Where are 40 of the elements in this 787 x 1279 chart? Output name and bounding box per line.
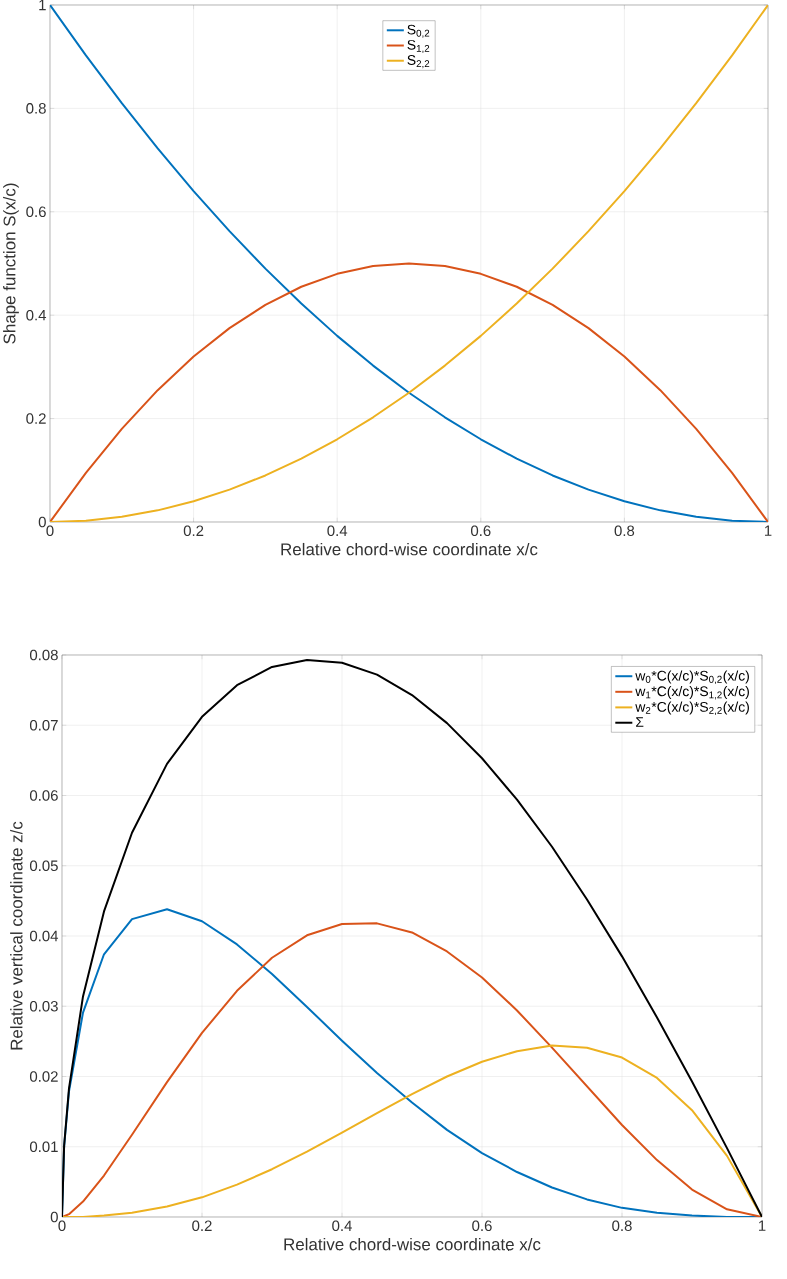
y-tick-label: 0 [38, 516, 46, 528]
line-series [50, 4, 768, 522]
legend-label: S$_{2,2}$ [407, 55, 430, 69]
y-tick-label: 0.06 [29, 790, 58, 801]
y-axis-title: Shape function S(x/c) [3, 183, 19, 344]
legend-label: Σ [636, 717, 644, 727]
y-tick-label: 0.02 [29, 1071, 58, 1082]
x-tick-label: 0.8 [614, 525, 635, 537]
legend-label: w$_{2}$*C(x/c)*S$_{2,2}$(x/c) [635, 701, 749, 716]
y-axis-title: Relative vertical coordinate z/c [10, 821, 23, 1050]
x-tick-label: 0.2 [183, 525, 204, 537]
y-tick-label: 0.6 [26, 206, 46, 218]
y-tick-label: 0.05 [29, 860, 58, 872]
x-tick-label: 0.6 [472, 1220, 492, 1232]
y-tick-label: 0.4 [26, 309, 47, 321]
x-tick-label: 0.8 [612, 1220, 632, 1232]
legend-label: w$_{1}$*C(x/c)*S$_{1,2}$(x/c) [635, 686, 749, 700]
y-tick-label: 0.8 [26, 103, 46, 114]
x-axis-title: Relative chord-wise coordinate x/c [281, 542, 538, 556]
y-tick-label: 0.03 [29, 1000, 58, 1012]
x-tick-label: 1 [758, 1220, 766, 1231]
x-tick-label: 0.4 [332, 1220, 352, 1232]
x-tick-label: 0 [58, 1220, 66, 1232]
x-tick-label: 0.4 [327, 525, 348, 537]
y-tick-label: 0.07 [29, 719, 58, 731]
x-tick-label: 0.6 [470, 525, 491, 537]
y-tick-label: 0.04 [29, 930, 59, 942]
y-tick-label: 0 [50, 1211, 58, 1223]
line-series [62, 658, 762, 1217]
legend-label: w$_{0}$*C(x/c)*S$_{0,2}$(x/c) [635, 670, 749, 684]
line-series [50, 262, 768, 522]
x-tick-label: 1 [764, 525, 772, 536]
y-tick-label: 1 [39, 0, 46, 11]
y-tick-label: 0.08 [29, 649, 58, 661]
x-tick-label: 0.2 [192, 1220, 212, 1232]
x-axis-title: Relative chord-wise coordinate x/c [284, 1237, 541, 1251]
legend-label: S$_{0,2}$ [407, 24, 430, 38]
legend-label: S$_{1,2}$ [407, 39, 430, 54]
y-tick-label: 0.2 [26, 413, 46, 424]
y-tick-label: 0.01 [29, 1141, 58, 1153]
